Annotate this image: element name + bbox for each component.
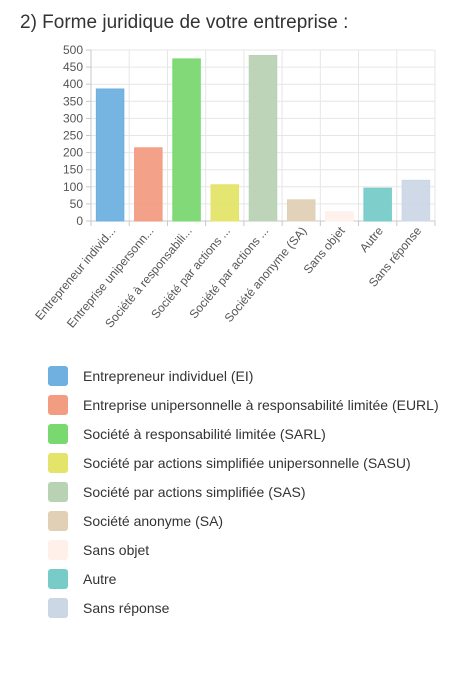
legend-label: Société par actions simplifiée uniperson… <box>83 455 411 471</box>
legend-item[interactable]: Sans objet <box>48 540 448 560</box>
legend-label: Entrepreneur individuel (EI) <box>83 368 254 384</box>
bar[interactable] <box>363 187 392 222</box>
legend-item[interactable]: Société anonyme (SA) <box>48 511 448 531</box>
bar[interactable] <box>286 199 316 222</box>
bar-chart: 050100150200250300350400450500Entreprene… <box>32 43 436 331</box>
legend-swatch <box>48 540 68 560</box>
legend-swatch <box>48 598 68 618</box>
bar[interactable] <box>401 179 431 222</box>
legend-swatch <box>48 395 68 415</box>
y-tick-label: 100 <box>63 180 83 194</box>
legend-item[interactable]: Société par actions simplifiée (SAS) <box>48 482 448 502</box>
legend-item[interactable]: Autre <box>48 569 448 589</box>
y-tick-label: 250 <box>63 129 83 143</box>
bar[interactable] <box>172 58 201 222</box>
y-tick-label: 150 <box>63 163 83 177</box>
legend-item[interactable]: Société par actions simplifiée uniperson… <box>48 453 448 473</box>
legend-label: Société à responsabilité limitée (SARL) <box>83 426 326 442</box>
y-tick-label: 400 <box>63 77 83 91</box>
y-tick-label: 50 <box>70 197 84 211</box>
y-tick-label: 350 <box>63 94 83 108</box>
legend-swatch <box>48 569 68 589</box>
legend-item[interactable]: Entreprise unipersonnelle à responsabili… <box>48 395 448 415</box>
legend-item[interactable]: Société à responsabilité limitée (SARL) <box>48 424 448 444</box>
y-tick-label: 300 <box>63 111 83 125</box>
legend-swatch <box>48 424 68 444</box>
bar[interactable] <box>210 184 240 222</box>
y-tick-label: 500 <box>63 43 83 57</box>
bar[interactable] <box>134 147 163 222</box>
y-tick-label: 200 <box>63 146 83 160</box>
legend-label: Entreprise unipersonnelle à responsabili… <box>83 397 439 413</box>
bar[interactable] <box>248 54 278 222</box>
legend-label: Sans objet <box>83 542 150 558</box>
y-tick-label: 450 <box>63 60 83 74</box>
legend-label: Sans réponse <box>83 600 170 616</box>
bar[interactable] <box>95 88 125 222</box>
y-tick-label: 0 <box>76 214 83 228</box>
legend-swatch <box>48 482 68 502</box>
legend-item[interactable]: Entrepreneur individuel (EI) <box>48 366 448 386</box>
bar[interactable] <box>325 211 354 222</box>
legend-item[interactable]: Sans réponse <box>48 598 448 618</box>
chart-title: 2) Forme juridique de votre entreprise : <box>20 12 349 33</box>
legend-swatch <box>48 366 68 386</box>
legend-label: Société anonyme (SA) <box>83 513 224 529</box>
legend-swatch <box>48 453 68 473</box>
x-tick-label: Autre <box>357 224 386 255</box>
legend-label: Autre <box>83 571 117 587</box>
legend-swatch <box>48 511 68 531</box>
legend-label: Société par actions simplifiée (SAS) <box>83 484 306 500</box>
chart-legend: Entrepreneur individuel (EI) Entreprise … <box>48 366 448 627</box>
x-tick-label: Sans objet <box>301 223 349 276</box>
